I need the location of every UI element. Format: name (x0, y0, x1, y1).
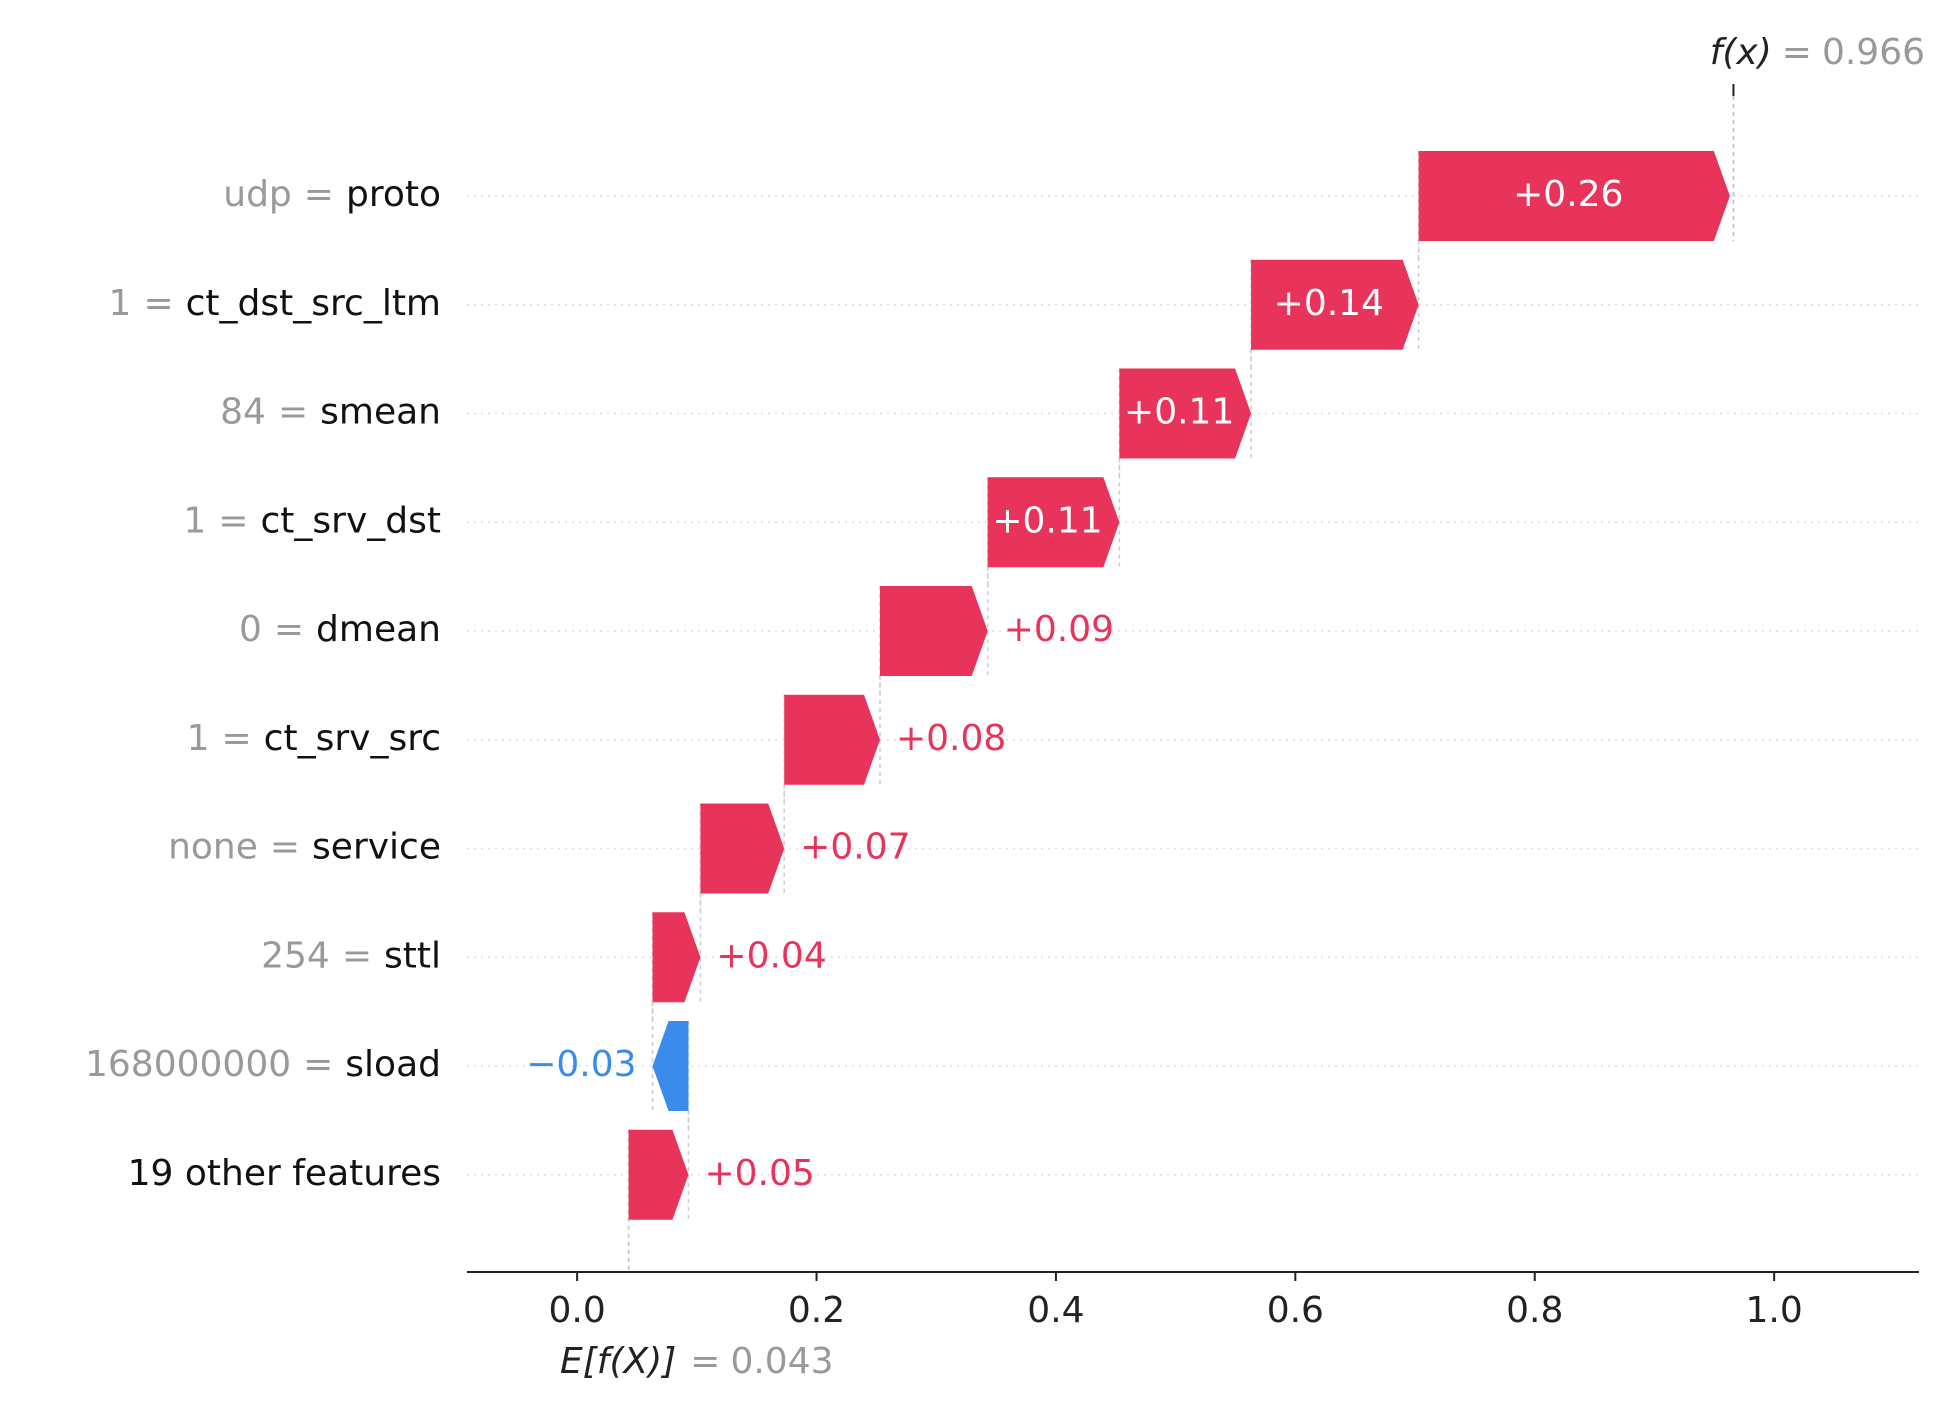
equals: = (304, 174, 334, 215)
feature-label: 1 = ct_dst_src_ltm (109, 283, 441, 324)
feature-label: 84 = smean (220, 392, 441, 433)
value-label: +0.04 (716, 935, 826, 976)
x-tick-label: 0.8 (1506, 1290, 1563, 1331)
bar (784, 694, 880, 785)
feature-name: dmean (316, 609, 441, 650)
bar (879, 586, 988, 676)
value-label: +0.07 (800, 827, 910, 868)
value-label: +0.26 (1513, 174, 1623, 215)
feature-value: udp (223, 174, 292, 215)
feature-name: smean (320, 392, 441, 433)
x-tick-label: 0.0 (548, 1290, 605, 1331)
feature-name: sttl (384, 935, 441, 976)
value-label: +0.11 (1124, 392, 1234, 433)
feature-name: ct_srv_dst (261, 500, 442, 541)
equals: = (278, 392, 308, 433)
value-label: +0.11 (992, 500, 1102, 541)
feature-value: none (168, 827, 258, 868)
feature-value: 168000000 (85, 1044, 291, 1085)
equals: = (1782, 32, 1812, 73)
feature-name: 19 other features (128, 1153, 441, 1194)
feature-name: proto (346, 174, 441, 215)
output-value: 0.966 (1822, 32, 1925, 73)
feature-value: 254 (261, 935, 330, 976)
feature-name: ct_dst_src_ltm (186, 283, 441, 324)
bar (652, 1021, 689, 1111)
feature-value: 84 (220, 392, 266, 433)
value-label: +0.14 (1274, 283, 1384, 324)
equals: = (143, 283, 173, 324)
feature-label: 254 = sttl (261, 935, 441, 976)
feature-name: sload (345, 1044, 441, 1085)
x-tick-label: 0.4 (1027, 1290, 1084, 1331)
bar (1119, 368, 1252, 459)
x-tick-label: 0.6 (1267, 1290, 1324, 1331)
feature-name: service (312, 827, 441, 868)
output-label: f(x) (1710, 32, 1772, 73)
feature-value: 1 (187, 718, 210, 759)
feature-label: 0 = dmean (239, 609, 441, 650)
bar (987, 477, 1120, 568)
feature-value: 0 (239, 609, 262, 650)
feature-label: 1 = ct_srv_dst (183, 500, 441, 541)
feature-label: udp = proto (223, 174, 441, 215)
feature-label: 19 other features (128, 1153, 441, 1194)
feature-value: 1 (109, 283, 132, 324)
equals: = (303, 1044, 333, 1085)
bar (628, 1129, 689, 1220)
bar (700, 803, 785, 894)
value-label: +0.09 (1004, 609, 1114, 650)
feature-label: 168000000 = sload (85, 1044, 441, 1085)
value-label: −0.03 (526, 1044, 636, 1085)
equals: = (218, 500, 248, 541)
base-value: 0.043 (730, 1341, 833, 1382)
equals: = (690, 1341, 720, 1382)
value-label: +0.08 (896, 718, 1006, 759)
feature-label: none = service (168, 827, 441, 868)
output-annotation: f(x) = 0.966 (1710, 32, 1925, 73)
bar (1418, 151, 1730, 241)
feature-label: 1 = ct_srv_src (187, 718, 441, 759)
equals: = (222, 718, 252, 759)
feature-name: ct_srv_src (264, 718, 441, 759)
bar (1251, 259, 1419, 350)
feature-value: 1 (183, 500, 206, 541)
base-label: E[f(X)] (560, 1341, 676, 1382)
equals: = (274, 609, 304, 650)
x-tick-label: 1.0 (1746, 1290, 1803, 1331)
equals: = (342, 935, 372, 976)
base-annotation: E[f(X)] = 0.043 (560, 1341, 834, 1382)
value-label: +0.05 (704, 1153, 814, 1194)
bar (652, 912, 701, 1003)
equals: = (270, 827, 300, 868)
x-tick-label: 0.2 (788, 1290, 845, 1331)
